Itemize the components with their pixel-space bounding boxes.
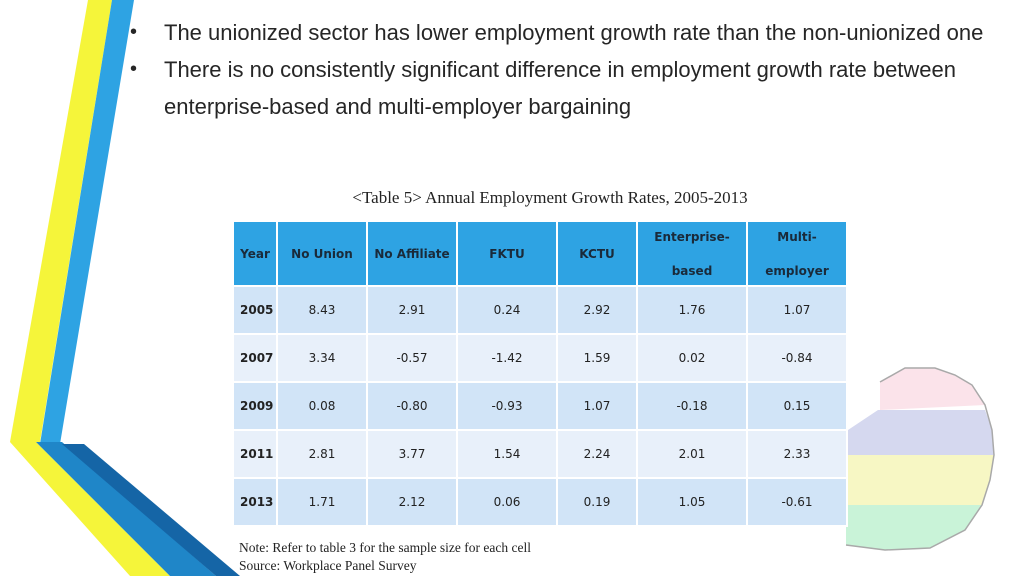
note-text: Note: Refer to table 3 for the sample si… bbox=[239, 540, 531, 555]
header-multi-employer: Multi-employer bbox=[746, 220, 848, 287]
row-year: 2005 bbox=[232, 285, 278, 335]
table-row: 2013 1.71 2.12 0.06 0.19 1.05 -0.61 bbox=[232, 477, 848, 527]
dark-blue-stripe-bottom bbox=[62, 444, 240, 576]
cell-no-affiliate: 3.77 bbox=[366, 429, 458, 479]
cell-no-union: 0.08 bbox=[276, 381, 368, 431]
header-no-union: No Union bbox=[276, 220, 368, 287]
bullet-item: • There is no consistently significant di… bbox=[130, 51, 990, 125]
cell-multi-employer: -0.61 bbox=[746, 477, 848, 527]
cell-multi-employer: -0.84 bbox=[746, 333, 848, 383]
yellow-stripe-bottom bbox=[10, 442, 170, 576]
cell-no-union: 8.43 bbox=[276, 285, 368, 335]
cell-fktu: 1.54 bbox=[456, 429, 558, 479]
cell-enterprise-based: 1.76 bbox=[636, 285, 748, 335]
table-header-row: Year No Union No Affiliate FKTU KCTU Ent… bbox=[232, 220, 848, 287]
cell-no-affiliate: -0.80 bbox=[366, 381, 458, 431]
cell-kctu: 1.07 bbox=[556, 381, 638, 431]
bullet-dot-icon: • bbox=[130, 21, 138, 43]
header-year: Year bbox=[232, 220, 278, 287]
cell-multi-employer: 0.15 bbox=[746, 381, 848, 431]
cell-enterprise-based: 0.02 bbox=[636, 333, 748, 383]
cell-multi-employer: 2.33 bbox=[746, 429, 848, 479]
header-multi-line2: employer bbox=[765, 263, 829, 278]
growth-rates-table: Year No Union No Affiliate FKTU KCTU Ent… bbox=[232, 220, 848, 527]
cell-no-union: 1.71 bbox=[276, 477, 368, 527]
bullet-text: There is no consistently significant dif… bbox=[164, 57, 957, 119]
table-row: 2005 8.43 2.91 0.24 2.92 1.76 1.07 bbox=[232, 285, 848, 335]
row-year: 2013 bbox=[232, 477, 278, 527]
header-multi-line1: Multi- bbox=[777, 229, 817, 244]
cell-no-affiliate: 2.12 bbox=[366, 477, 458, 527]
cell-kctu: 2.92 bbox=[556, 285, 638, 335]
cell-enterprise-based: 1.05 bbox=[636, 477, 748, 527]
header-kctu: KCTU bbox=[556, 220, 638, 287]
row-year: 2007 bbox=[232, 333, 278, 383]
table-caption: <Table 5> Annual Employment Growth Rates… bbox=[352, 188, 748, 207]
bullet-item: • The unionized sector has lower employme… bbox=[130, 14, 990, 51]
header-enterprise-based: Enterprise-based bbox=[636, 220, 748, 287]
table-row: 2009 0.08 -0.80 -0.93 1.07 -0.18 0.15 bbox=[232, 381, 848, 431]
cell-fktu: -1.42 bbox=[456, 333, 558, 383]
row-year: 2011 bbox=[232, 429, 278, 479]
table-row: 2011 2.81 3.77 1.54 2.24 2.01 2.33 bbox=[232, 429, 848, 479]
row-year: 2009 bbox=[232, 381, 278, 431]
header-no-affiliate: No Affiliate bbox=[366, 220, 458, 287]
header-enterprise-line2: based bbox=[671, 263, 713, 278]
bullet-list: • The unionized sector has lower employme… bbox=[130, 14, 990, 125]
bullet-text: The unionized sector has lower employmen… bbox=[164, 20, 984, 45]
island-map bbox=[845, 367, 995, 551]
cell-no-affiliate: 2.91 bbox=[366, 285, 458, 335]
cell-no-union: 2.81 bbox=[276, 429, 368, 479]
cell-kctu: 2.24 bbox=[556, 429, 638, 479]
cell-multi-employer: 1.07 bbox=[746, 285, 848, 335]
cell-no-affiliate: -0.57 bbox=[366, 333, 458, 383]
source-text: Source: Workplace Panel Survey bbox=[239, 558, 417, 573]
cell-fktu: -0.93 bbox=[456, 381, 558, 431]
cell-fktu: 0.24 bbox=[456, 285, 558, 335]
cell-enterprise-based: 2.01 bbox=[636, 429, 748, 479]
cell-no-union: 3.34 bbox=[276, 333, 368, 383]
blue-stripe-left bbox=[40, 0, 134, 444]
table-notes: Note: Refer to table 3 for the sample si… bbox=[239, 539, 531, 575]
cell-fktu: 0.06 bbox=[456, 477, 558, 527]
cell-kctu: 1.59 bbox=[556, 333, 638, 383]
table-row: 2007 3.34 -0.57 -1.42 1.59 0.02 -0.84 bbox=[232, 333, 848, 383]
header-fktu: FKTU bbox=[456, 220, 558, 287]
blue-stripe-bottom bbox=[36, 442, 216, 576]
yellow-stripe-left bbox=[10, 0, 112, 442]
cell-enterprise-based: -0.18 bbox=[636, 381, 748, 431]
header-enterprise-line1: Enterprise- bbox=[654, 229, 730, 244]
cell-kctu: 0.19 bbox=[556, 477, 638, 527]
bullet-dot-icon: • bbox=[130, 58, 138, 80]
